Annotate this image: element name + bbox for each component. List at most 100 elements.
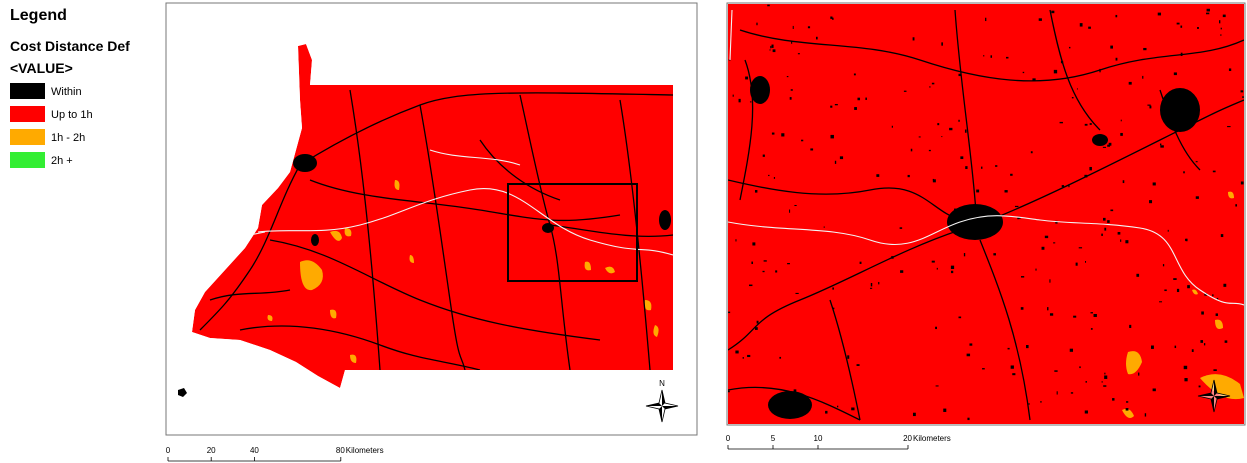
speckle <box>1219 20 1220 23</box>
speckle <box>954 209 957 212</box>
speckle <box>943 409 946 412</box>
speckle <box>747 355 750 357</box>
speckle <box>876 174 879 177</box>
speckle <box>1112 398 1114 401</box>
speckle <box>775 270 777 272</box>
speckle <box>791 89 793 90</box>
speckle <box>1072 97 1074 98</box>
speckle <box>860 262 862 264</box>
speckle <box>1021 307 1024 310</box>
speckle <box>1028 403 1030 404</box>
speckle <box>768 175 769 176</box>
speckle <box>1053 242 1055 243</box>
speckle <box>801 140 803 142</box>
speckle <box>911 149 913 152</box>
speckle <box>941 136 942 137</box>
speckle <box>832 18 833 20</box>
speckle <box>904 91 907 92</box>
speckle <box>891 256 893 259</box>
speckle <box>745 77 748 80</box>
speckle <box>1005 190 1008 192</box>
speckle <box>929 150 931 151</box>
speckle <box>1173 278 1176 280</box>
speckle <box>808 26 810 28</box>
speckle <box>1061 61 1063 63</box>
speckle <box>1216 313 1218 316</box>
speckle <box>837 406 838 408</box>
speckle <box>878 282 879 284</box>
legend-label: 2h + <box>51 155 73 167</box>
speckle <box>1008 348 1010 350</box>
speckle <box>1107 220 1110 223</box>
speckle <box>1060 122 1063 123</box>
speckle <box>793 26 794 29</box>
speckle <box>1088 27 1091 29</box>
speckle <box>965 130 967 133</box>
speckle <box>770 46 771 48</box>
speckle <box>787 263 790 264</box>
speckle <box>1242 96 1245 97</box>
speckle <box>1123 180 1125 183</box>
speckle <box>1011 365 1014 368</box>
speckle <box>1080 23 1083 26</box>
speckle <box>1077 88 1078 89</box>
speckle <box>767 5 770 7</box>
speckle <box>1035 269 1036 271</box>
speckle <box>1160 145 1163 147</box>
speckle <box>1054 70 1057 73</box>
legend-label: 1h - 2h <box>51 132 85 144</box>
speckle <box>752 242 755 245</box>
speckle <box>854 107 857 110</box>
speckle <box>1090 123 1092 125</box>
speckle <box>1121 120 1122 122</box>
speckle <box>937 268 938 270</box>
speckle <box>1168 230 1169 232</box>
legend-swatch <box>10 129 45 145</box>
speckle <box>933 179 936 182</box>
speckle <box>1050 313 1053 315</box>
inset-map <box>728 4 1245 424</box>
speckle <box>983 55 984 56</box>
speckle <box>1201 311 1204 314</box>
speckle <box>932 261 935 263</box>
speckle <box>1143 48 1146 50</box>
speckle <box>1120 133 1123 136</box>
speckle <box>1079 366 1080 368</box>
speckle <box>749 285 752 287</box>
speckle <box>1110 46 1113 49</box>
speckle <box>743 357 744 359</box>
speckle <box>1200 340 1203 343</box>
scale-unit: Kilometers <box>346 446 384 455</box>
speckle <box>735 239 736 241</box>
speckle <box>769 49 770 50</box>
speckle <box>1070 349 1073 352</box>
speckle <box>1103 147 1106 148</box>
speckle <box>1149 200 1152 203</box>
speckle <box>790 97 792 100</box>
speckle <box>755 327 758 330</box>
speckle <box>1103 385 1106 386</box>
speckle <box>835 104 838 105</box>
speckle <box>1241 181 1244 184</box>
speckle <box>913 413 916 416</box>
speckle <box>1241 90 1244 92</box>
speckle <box>1163 264 1164 266</box>
speckle <box>937 123 939 125</box>
speckle <box>1051 11 1054 13</box>
speckle <box>1047 307 1048 310</box>
speckle <box>1104 228 1106 231</box>
speckle <box>1040 401 1041 402</box>
speckle <box>1142 76 1143 79</box>
scale-label: 0 <box>166 446 171 455</box>
legend-subtitle: <VALUE> <box>10 60 73 76</box>
speckle <box>1229 68 1231 71</box>
speckle <box>951 271 953 273</box>
scale-bar: 051020Kilometers <box>726 434 951 449</box>
speckle <box>1129 325 1131 328</box>
speckle <box>751 262 753 264</box>
speckle <box>1104 373 1105 375</box>
legend-swatch <box>10 83 45 99</box>
north-label: N <box>659 379 665 388</box>
speckle <box>1068 184 1069 187</box>
speckle <box>1223 15 1226 18</box>
